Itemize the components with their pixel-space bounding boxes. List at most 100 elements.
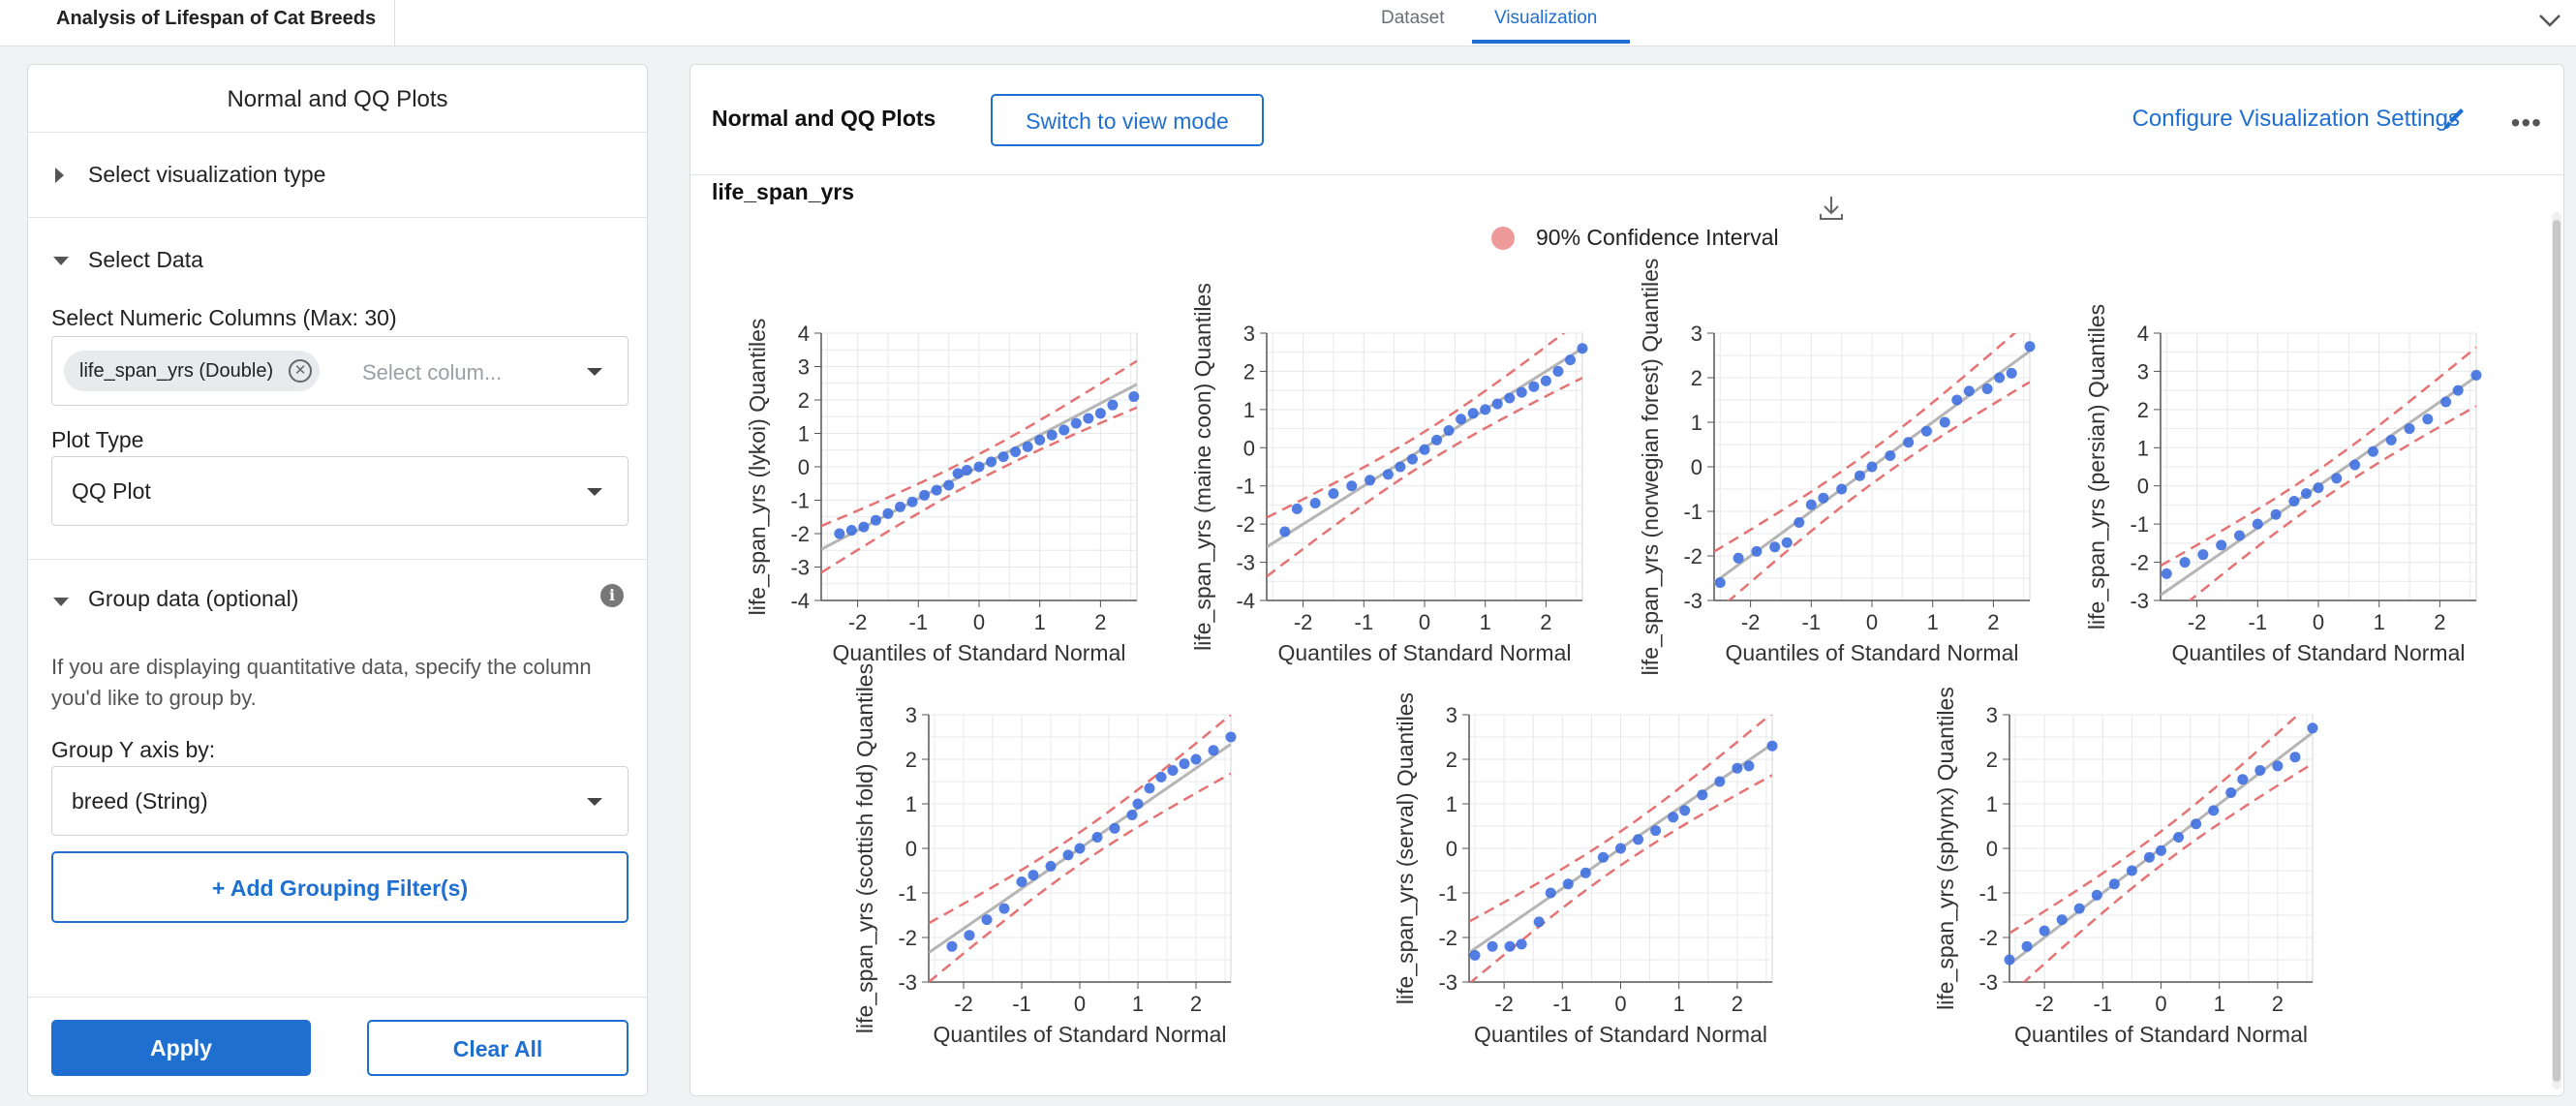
switch-to-view-mode-button[interactable]: Switch to view mode	[991, 94, 1264, 146]
data-point	[895, 501, 905, 512]
data-point	[1714, 776, 1726, 787]
data-point	[1083, 413, 1094, 424]
scrollbar-thumb[interactable]	[2553, 220, 2561, 1082]
section-label: Select visualization type	[88, 162, 326, 187]
x-tick-label: 1	[1673, 992, 1685, 1016]
data-point	[2349, 459, 2361, 471]
clear-all-button[interactable]: Clear All	[367, 1020, 629, 1076]
data-point	[1769, 541, 1781, 553]
data-point	[1552, 365, 1564, 377]
numeric-columns-select[interactable]: life_span_yrs (Double) ✕ Select colum...	[51, 336, 629, 406]
data-point	[964, 930, 975, 941]
download-icon[interactable]	[1817, 194, 1846, 223]
group-help-text: If you are displaying quantitative data,…	[51, 655, 592, 710]
y-tick-label: -2	[790, 522, 810, 546]
data-point	[1491, 398, 1503, 410]
data-point	[2208, 805, 2220, 816]
data-point	[1190, 753, 1202, 765]
x-tick-label: 0	[2313, 610, 2324, 634]
data-point	[2091, 889, 2102, 901]
data-point	[1650, 825, 1662, 837]
data-point	[1743, 760, 1755, 772]
data-point	[1528, 381, 1540, 392]
x-tick-label: 0	[1074, 992, 1086, 1016]
confidence-interval-upper	[1267, 333, 1566, 519]
data-point	[1854, 470, 1865, 481]
data-point	[973, 461, 985, 473]
section-label[interactable]: Select Data	[88, 247, 203, 272]
y-tick-label: 2	[1691, 366, 1702, 390]
data-point	[1155, 771, 1167, 783]
legend-label: 90% Confidence Interval	[1536, 225, 1779, 250]
data-point	[2404, 423, 2415, 435]
caret-down-icon[interactable]	[53, 257, 69, 265]
active-tab-indicator	[1472, 40, 1630, 44]
paintbrush-icon[interactable]	[2439, 106, 2467, 133]
data-point	[1034, 434, 1046, 445]
data-point	[998, 903, 1010, 914]
apply-button[interactable]: Apply	[51, 1020, 311, 1076]
group-by-label: Group Y axis by:	[51, 737, 216, 762]
data-point	[1597, 851, 1609, 863]
data-point	[2225, 787, 2237, 798]
chevron-down-icon[interactable]	[587, 368, 602, 376]
plot-type-value: QQ Plot	[72, 478, 151, 504]
x-tick-label: 0	[1614, 992, 1626, 1016]
columns-placeholder[interactable]: Select colum...	[362, 360, 503, 384]
data-point	[1579, 867, 1591, 878]
tab-dataset[interactable]: Dataset	[1381, 8, 1445, 28]
chevron-down-icon[interactable]	[2535, 6, 2564, 35]
data-point	[1751, 545, 1763, 557]
select-visualization-type-section[interactable]: Select visualization type	[28, 133, 647, 218]
data-point	[961, 464, 972, 476]
data-point	[2307, 722, 2318, 734]
chevron-down-icon[interactable]	[587, 488, 602, 496]
data-point	[1419, 444, 1430, 455]
x-tick-label: -2	[1494, 992, 1514, 1016]
data-point	[2021, 940, 2033, 952]
data-point	[858, 521, 870, 533]
data-point	[1132, 798, 1144, 810]
x-tick-label: 1	[1927, 610, 1939, 634]
y-tick-label: -1	[1978, 881, 1998, 906]
y-axis-label: life_span_yrs (persian) Quantiles	[2084, 304, 2109, 630]
y-tick-label: -1	[790, 489, 810, 513]
y-tick-label: -1	[898, 881, 917, 906]
y-tick-label: 1	[905, 792, 917, 816]
chip-label: life_span_yrs (Double)	[79, 360, 274, 382]
group-by-select[interactable]: breed (String)	[51, 766, 629, 836]
data-point	[2056, 914, 2068, 926]
data-point	[1309, 497, 1321, 508]
chevron-down-icon[interactable]	[587, 798, 602, 806]
data-point	[1395, 461, 1406, 473]
configure-visualization-settings-link[interactable]: Configure Visualization Settings	[2131, 106, 2460, 132]
data-point	[1109, 822, 1120, 834]
data-point	[1062, 849, 1074, 861]
data-point	[1885, 450, 1896, 461]
data-point	[946, 940, 958, 952]
y-tick-label: 4	[798, 322, 810, 346]
data-point	[2216, 539, 2227, 551]
data-point	[1545, 887, 1556, 899]
caret-down-icon[interactable]	[53, 598, 69, 606]
data-point	[1091, 832, 1103, 843]
data-point	[952, 468, 964, 479]
x-tick-label: -1	[1012, 992, 1031, 1016]
info-icon[interactable]: i	[600, 584, 624, 607]
data-point	[1633, 834, 1644, 845]
divider	[28, 559, 647, 560]
x-tick-label: 0	[1866, 610, 1878, 634]
add-grouping-filter-button[interactable]: + Add Grouping Filter(s)	[51, 851, 629, 923]
x-axis-label: Quantiles of Standard Normal	[2014, 1022, 2308, 1047]
tab-visualization[interactable]: Visualization	[1494, 8, 1598, 28]
data-point	[2173, 832, 2185, 843]
remove-chip-icon[interactable]: ✕	[289, 359, 313, 383]
y-tick-label: -2	[1978, 926, 1998, 950]
data-point	[1328, 488, 1339, 500]
y-tick-label: 0	[1691, 455, 1702, 479]
data-point	[1279, 526, 1291, 538]
more-options-icon[interactable]: •••	[2510, 108, 2542, 138]
section-label[interactable]: Group data (optional)	[88, 586, 299, 611]
x-axis-label: Quantiles of Standard Normal	[1278, 640, 1572, 665]
plot-type-select[interactable]: QQ Plot	[51, 456, 629, 526]
